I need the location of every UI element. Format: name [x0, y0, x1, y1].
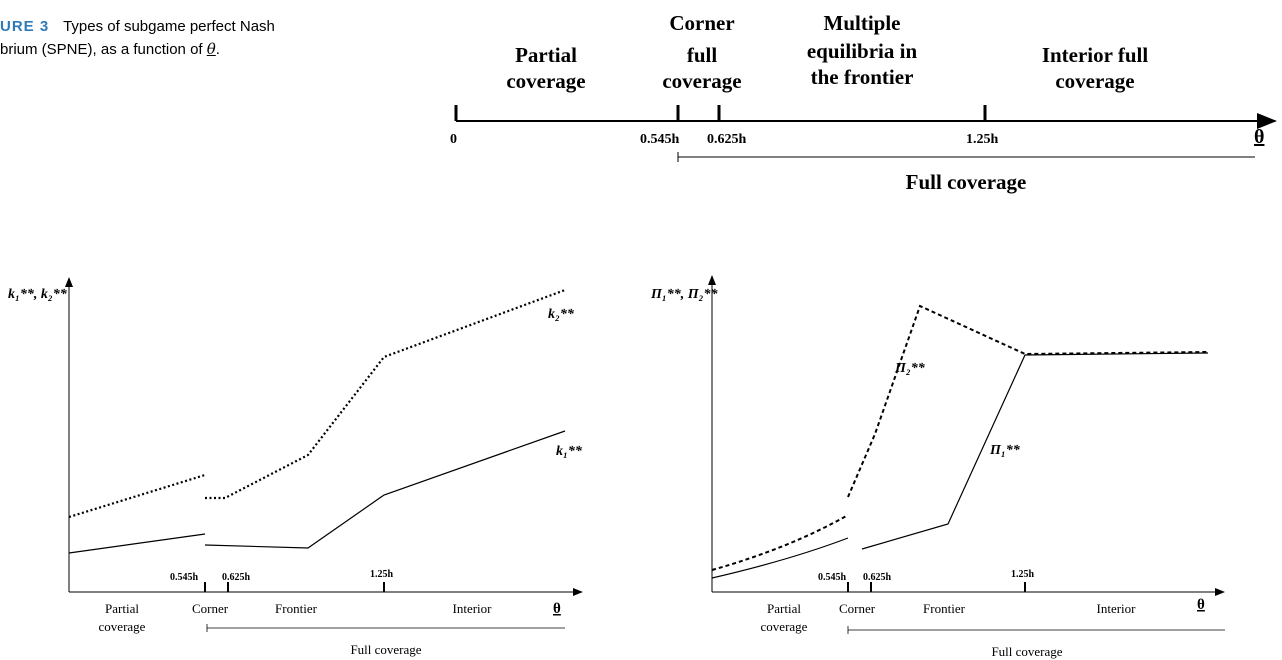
region-corner-line3: coverage [662, 69, 741, 93]
right-region-partial-line2: coverage [761, 619, 808, 634]
right-region-partial-line1: Partial [767, 601, 801, 616]
region-interior-line2: coverage [1055, 69, 1134, 93]
left-k1-segment-partial [68, 533, 206, 554]
right-axis-label: θ [1197, 597, 1205, 613]
left-region-interior: Interior [453, 601, 493, 616]
right-region-frontier: Frontier [923, 601, 966, 616]
region-partial-line2: coverage [506, 69, 585, 93]
caption-line2: brium (SPNE), as a function of [0, 41, 203, 58]
region-corner-line1: Corner [669, 11, 734, 35]
timeline-axis-label: θ [1254, 126, 1264, 148]
region-multiple-line3: the frontier [811, 65, 914, 89]
right-pi1-segment-full [861, 352, 1209, 550]
left-k2-segment-partial [68, 473, 206, 519]
right-tick-label-0625: 0.625h [863, 572, 892, 583]
timeline-tick-label-0625: 0.625h [707, 132, 747, 147]
left-axis-label: θ [553, 601, 561, 617]
left-panel: k₁**, k₂** k₂** k₁** 0.545h 0.625h 1.25h… [8, 277, 583, 657]
left-region-partial-line1: Partial [105, 601, 139, 616]
right-full-coverage-label: Full coverage [991, 644, 1062, 659]
right-region-interior: Interior [1097, 601, 1137, 616]
timeline-tick-label-zero: 0 [450, 132, 457, 147]
left-tick-label-0625: 0.625h [222, 572, 251, 583]
full-coverage-label: Full coverage [906, 170, 1027, 194]
left-region-partial-line2: coverage [99, 619, 146, 634]
right-pi2-segment-full [847, 304, 1209, 498]
right-panel: Π₁**, Π₂** Π₂** Π₁** 0.545h 0.625h 1.25h… [650, 275, 1225, 659]
region-partial-line1: Partial [515, 43, 577, 67]
left-region-corner: Corner [192, 601, 229, 616]
caption-suffix: . [215, 41, 220, 58]
left-k1-label: k₁** [556, 444, 583, 459]
right-y-label: Π₁**, Π₂** [650, 287, 719, 302]
right-pi2-label: Π₂** [894, 361, 926, 376]
caption-theta: θ [206, 40, 216, 58]
top-timeline: 0 0.545h 0.625h 1.25h θ Partial coverage… [450, 11, 1277, 194]
left-y-label: k₁**, k₂** [8, 287, 68, 302]
figure-caption: URE 3 Types of subgame perfect Nash briu… [0, 16, 420, 61]
region-multiple-line2: equilibria in [807, 39, 918, 63]
right-pi1-segment-partial [711, 537, 849, 579]
right-pi2-segment-partial [711, 514, 849, 571]
right-pi1-label: Π₁** [989, 443, 1021, 458]
caption-line1: Types of subgame perfect Nash [63, 18, 275, 35]
right-tick-label-125: 1.25h [1011, 569, 1035, 580]
left-k2-label: k₂** [548, 307, 575, 322]
left-k2-segment-full [205, 288, 566, 500]
region-interior-line1: Interior full [1042, 43, 1149, 67]
left-full-coverage-label: Full coverage [350, 642, 421, 657]
left-region-frontier: Frontier [275, 601, 318, 616]
timeline-tick-label-125: 1.25h [966, 132, 999, 147]
region-multiple-line1: Multiple [824, 11, 901, 35]
left-tick-label-125: 1.25h [370, 569, 394, 580]
left-tick-label-0545: 0.545h [170, 572, 199, 583]
region-corner-line2: full [687, 43, 718, 67]
left-k1-segment-full [204, 430, 566, 549]
figure-label: URE 3 [0, 18, 50, 35]
timeline-tick-label-0545: 0.545h [640, 132, 680, 147]
right-tick-label-0545: 0.545h [818, 572, 847, 583]
right-region-corner: Corner [839, 601, 876, 616]
